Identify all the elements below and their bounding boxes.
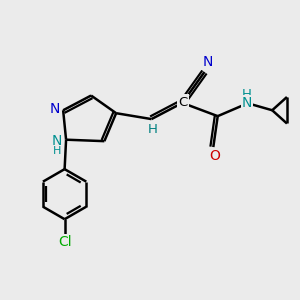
Text: N: N: [202, 55, 213, 69]
Text: H: H: [242, 88, 252, 100]
Text: N: N: [242, 97, 252, 110]
Text: H: H: [52, 146, 61, 156]
Text: O: O: [209, 149, 220, 163]
Text: Cl: Cl: [58, 235, 71, 249]
Text: C: C: [178, 95, 188, 109]
Text: N: N: [50, 102, 60, 116]
Text: N: N: [52, 134, 62, 148]
Text: H: H: [148, 123, 158, 136]
